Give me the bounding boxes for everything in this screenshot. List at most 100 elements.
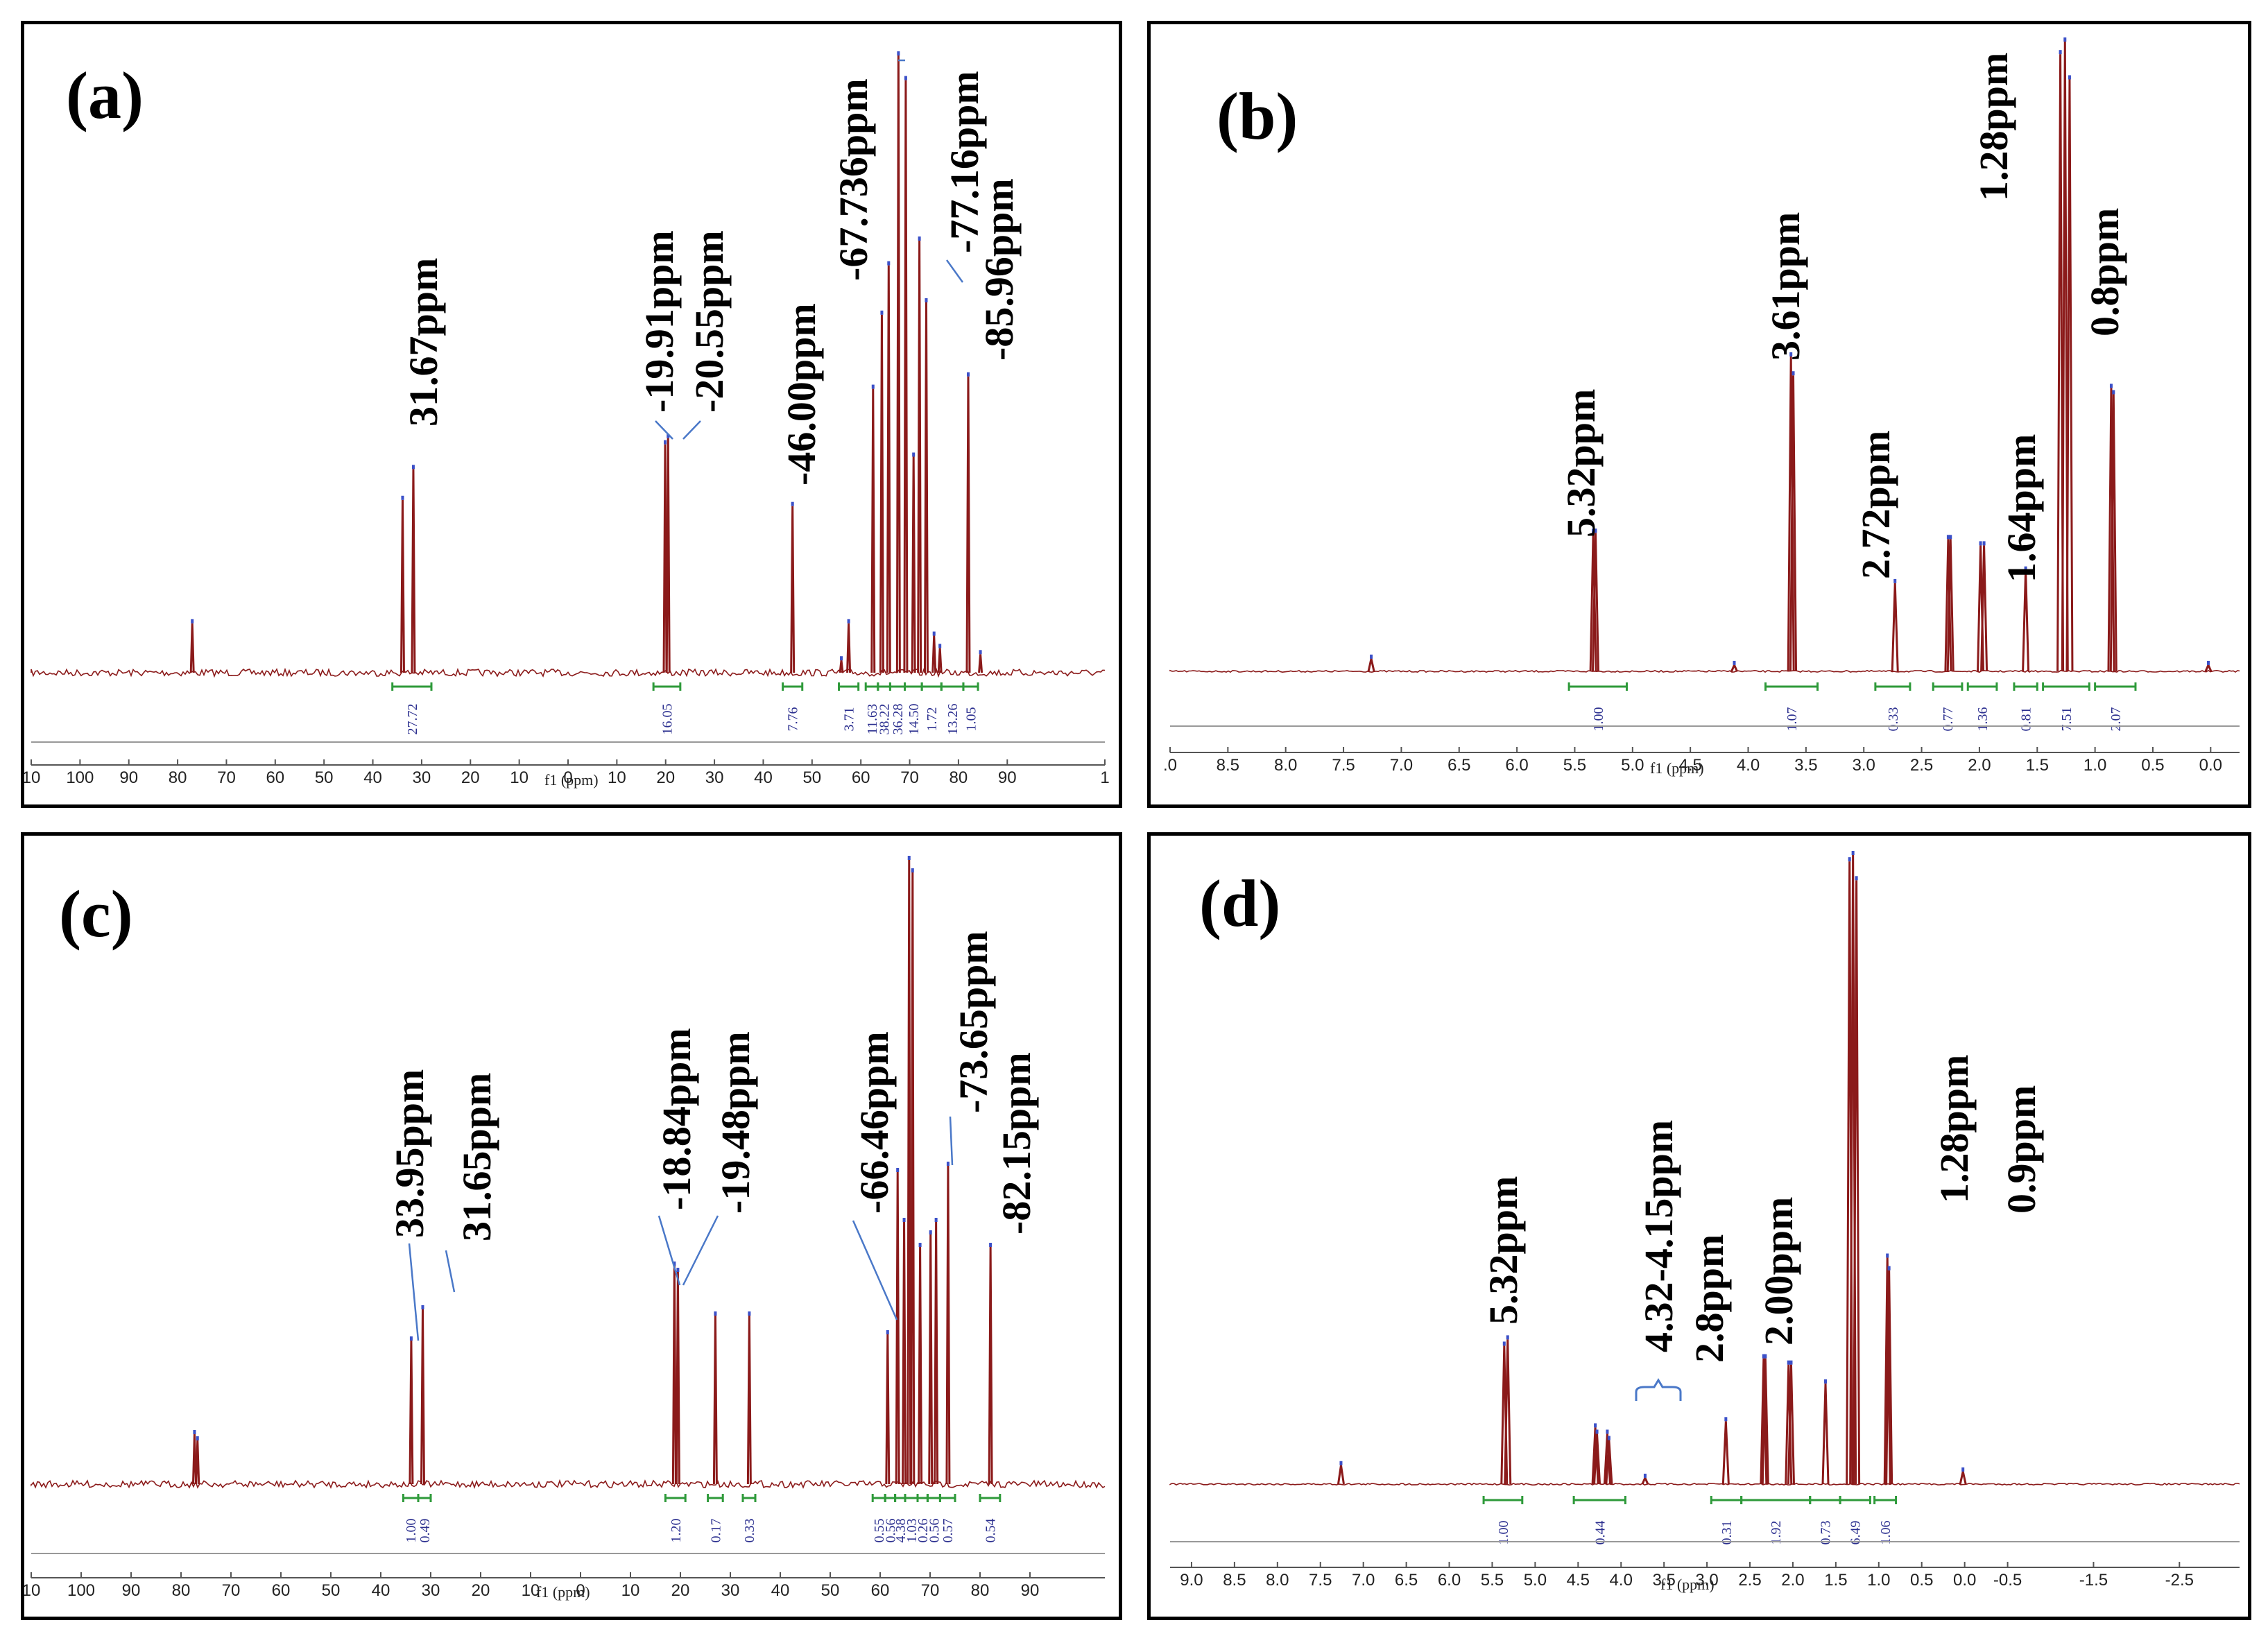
x-tick-label: 8.0 [1266,1571,1289,1590]
integral-value: 0.49 [418,1519,433,1543]
peak-marker [667,433,670,438]
integral-value: 0.17 [708,1519,723,1543]
peak [1367,658,1375,672]
bracket-4.32-4.15 [1635,1378,1682,1401]
peak-marker [1592,528,1595,533]
callout-line [682,1215,719,1286]
peak [988,1246,993,1485]
peak [1787,1364,1795,1485]
panel-b: (b) 1.00 1.07 0.33 0.77 1.36 0.81 7.51 2.07 .0 8… [1147,21,2251,808]
peak-marker [1789,352,1793,356]
x-tick-label: 6.0 [1505,756,1528,775]
chart-a-axis: 10 100 90 80 70 60 50 40 30 20 10 0 10 20 30 40 50 60 70 80… [24,741,1110,787]
x-tick-label: 30 [413,768,431,787]
peak [907,859,912,1485]
peak-marker [1961,1467,1965,1472]
integral-value: 4.38 [893,1519,909,1543]
integral-value: 0.81 [2019,707,2034,732]
peak-marker [2063,37,2067,42]
peak-label-d-0.9: 0.9ppm [1999,1085,2044,1214]
integral-value: 13.26 [945,704,961,735]
spectrum-baseline [31,1479,1106,1489]
peak-marker [1982,541,1986,546]
x-tick-label: 1.0 [1867,1571,1890,1590]
peak [886,265,891,673]
peak-marker [664,440,667,445]
integral-value: 27.72 [405,704,420,735]
peak-marker [2059,50,2062,55]
peak-label-a-77.16: -77.16ppm [942,71,987,253]
callout-line [945,259,964,283]
chart-d-xlabel: f1 (ppm) [1660,1576,1715,1593]
peak [1721,1421,1730,1485]
x-tick-label: 7.5 [1332,756,1355,775]
peak [978,654,983,673]
x-tick-label: 20 [671,1581,690,1600]
integral-value: 0.33 [742,1519,757,1543]
peak-label-b-0.8: 0.8ppm [2082,208,2127,336]
peak-label-c-66.46: -66.46ppm [852,1031,897,1214]
peak-marker [1787,1360,1790,1365]
x-tick-label: 60 [852,768,870,787]
callout-line [445,1250,456,1293]
integral-value: 0.26 [916,1519,931,1543]
integral-value: 6.49 [1848,1521,1864,1545]
x-tick-label: 5.0 [1524,1571,1547,1590]
x-tick-label: 10 [621,1581,640,1600]
peak [965,376,971,673]
peak-marker [1855,876,1858,881]
chart-b-axis: .0 8.5 8.0 7.5 7.0 6.5 6.0 5.5 5.0 4.5 4.0 3.5 3.0 2.… [1163,725,2240,775]
peak-marker [196,1436,199,1440]
x-tick-label: -0.5 [1993,1571,2022,1590]
chart-d-axis: 9.0 8.5 8.0 7.5 7.0 6.5 6.0 5.5 5.0 4.5 4.0 3.5 3.0 2… [1170,1541,2240,1590]
x-tick-label: 70 [900,768,919,787]
peak-marker [1643,1473,1647,1478]
integral-value: 1.05 [964,707,979,732]
peak-marker [1887,1266,1891,1271]
peak [937,648,943,673]
peak [931,635,937,673]
chart-d-spectrum [1169,851,2240,1486]
chart-a-xlabel: f1 (ppm) [544,771,599,789]
chart-c-svg: (c) 1.000.49 1.20 0.17 0.33 0.550.564.381.03… [24,856,1106,1601]
peak-marker [946,1162,950,1166]
x-tick-label: 50 [315,768,334,787]
x-tick-label: 100 [66,768,94,787]
x-tick-label: 0 [576,1581,585,1600]
peak-marker [871,384,875,389]
peak-marker [1764,1354,1767,1359]
peak-marker [1851,851,1855,855]
peak [1591,1427,1599,1485]
x-tick-label: -1.5 [2079,1571,2108,1590]
panel-c: (c) 1.00 0.49 1.20 0.17 0.33 0.55 0.56 4.38 1.03… [21,832,1122,1620]
peak-label-d-2.00: 2.00ppm [1756,1197,1801,1345]
x-tick-label: 5.5 [1563,756,1586,775]
peak [665,438,671,673]
peak-marker [1607,1436,1610,1440]
integral-value: 0.77 [1941,707,1956,732]
x-tick-label: 0.5 [2141,756,2164,775]
peak-marker [1946,535,1950,540]
peak [400,499,405,673]
peak [934,1221,939,1485]
x-tick-label: 20 [656,768,675,787]
peak [910,872,916,1485]
peak [671,1265,677,1485]
integral-value: 0.56 [927,1519,942,1543]
x-tick-label: 7.5 [1309,1571,1332,1590]
peak [839,660,844,673]
peak-label-d-2.8: 2.8ppm [1687,1234,1732,1363]
callout-line [655,420,673,440]
x-tick-label: 40 [754,768,773,787]
x-tick-label: 80 [172,1581,191,1600]
peak-marker [1762,1354,1765,1359]
peak [1821,1383,1830,1485]
x-tick-label: 50 [322,1581,341,1600]
peak-marker [193,1430,196,1434]
x-tick-label: 4.5 [1678,756,1701,775]
panel-d-label: (d) [1199,866,1280,940]
peak-marker [934,1218,938,1222]
peak-label-d-5.32: 5.32ppm [1481,1176,1526,1325]
x-tick-label: 30 [705,768,724,787]
x-tick-label: 20 [461,768,480,787]
